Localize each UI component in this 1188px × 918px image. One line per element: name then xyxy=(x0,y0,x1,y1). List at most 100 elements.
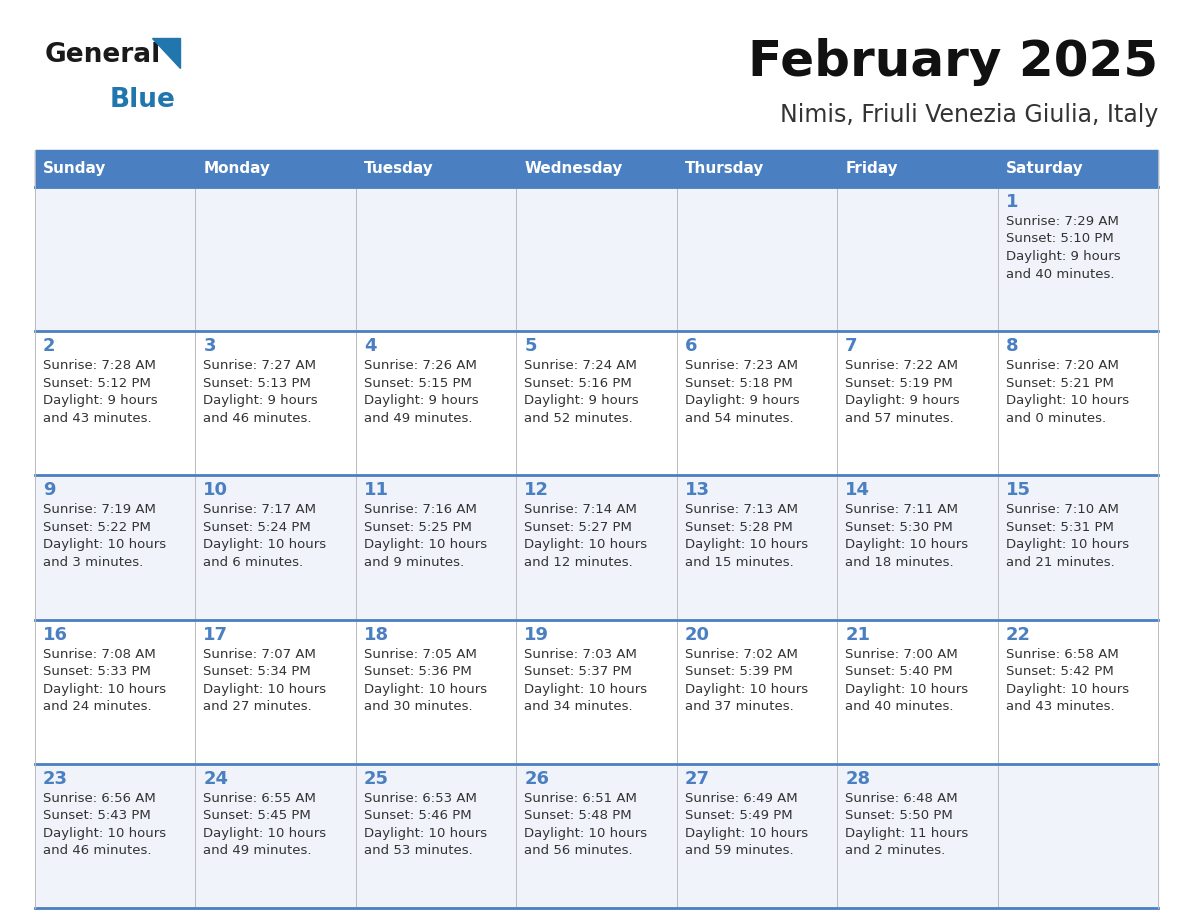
Text: Sunrise: 7:02 AM: Sunrise: 7:02 AM xyxy=(684,647,797,661)
Text: 12: 12 xyxy=(524,481,549,499)
Text: Sunset: 5:15 PM: Sunset: 5:15 PM xyxy=(364,376,472,390)
Text: Monday: Monday xyxy=(203,161,271,176)
Text: Sunrise: 7:11 AM: Sunrise: 7:11 AM xyxy=(845,503,959,517)
Text: Sunrise: 6:49 AM: Sunrise: 6:49 AM xyxy=(684,792,797,805)
Text: Sunrise: 7:00 AM: Sunrise: 7:00 AM xyxy=(845,647,958,661)
Bar xyxy=(34,476,1158,620)
Text: Sunrise: 7:16 AM: Sunrise: 7:16 AM xyxy=(364,503,476,517)
Text: 1: 1 xyxy=(1005,193,1018,211)
Text: and 40 minutes.: and 40 minutes. xyxy=(845,700,954,713)
Text: Daylight: 10 hours: Daylight: 10 hours xyxy=(364,538,487,552)
Text: Wednesday: Wednesday xyxy=(524,161,623,176)
Text: Sunrise: 7:23 AM: Sunrise: 7:23 AM xyxy=(684,359,797,372)
Text: Sunrise: 7:17 AM: Sunrise: 7:17 AM xyxy=(203,503,316,517)
Text: Sunset: 5:30 PM: Sunset: 5:30 PM xyxy=(845,521,953,534)
Text: and 40 minutes.: and 40 minutes. xyxy=(1005,267,1114,281)
Text: and 6 minutes.: and 6 minutes. xyxy=(203,556,304,569)
Text: Sunset: 5:24 PM: Sunset: 5:24 PM xyxy=(203,521,311,534)
Text: and 12 minutes.: and 12 minutes. xyxy=(524,556,633,569)
Text: Daylight: 9 hours: Daylight: 9 hours xyxy=(1005,250,1120,263)
Text: Daylight: 9 hours: Daylight: 9 hours xyxy=(845,394,960,408)
Text: Sunset: 5:36 PM: Sunset: 5:36 PM xyxy=(364,666,472,678)
Text: Daylight: 10 hours: Daylight: 10 hours xyxy=(43,538,166,552)
Text: Daylight: 9 hours: Daylight: 9 hours xyxy=(364,394,479,408)
Text: and 56 minutes.: and 56 minutes. xyxy=(524,845,633,857)
Text: Sunrise: 7:07 AM: Sunrise: 7:07 AM xyxy=(203,647,316,661)
Text: Sunrise: 7:26 AM: Sunrise: 7:26 AM xyxy=(364,359,476,372)
Text: Sunset: 5:37 PM: Sunset: 5:37 PM xyxy=(524,666,632,678)
Text: Daylight: 10 hours: Daylight: 10 hours xyxy=(364,683,487,696)
Text: Sunset: 5:48 PM: Sunset: 5:48 PM xyxy=(524,810,632,823)
Text: and 52 minutes.: and 52 minutes. xyxy=(524,411,633,425)
Text: and 34 minutes.: and 34 minutes. xyxy=(524,700,633,713)
Text: Daylight: 10 hours: Daylight: 10 hours xyxy=(43,683,166,696)
Text: Sunset: 5:16 PM: Sunset: 5:16 PM xyxy=(524,376,632,390)
Text: Sunset: 5:28 PM: Sunset: 5:28 PM xyxy=(684,521,792,534)
Text: February 2025: February 2025 xyxy=(748,38,1158,86)
Text: Sunset: 5:27 PM: Sunset: 5:27 PM xyxy=(524,521,632,534)
Text: Sunrise: 6:51 AM: Sunrise: 6:51 AM xyxy=(524,792,637,805)
Text: Daylight: 10 hours: Daylight: 10 hours xyxy=(43,827,166,840)
Text: and 37 minutes.: and 37 minutes. xyxy=(684,700,794,713)
Text: and 49 minutes.: and 49 minutes. xyxy=(203,845,312,857)
Text: Daylight: 10 hours: Daylight: 10 hours xyxy=(524,827,647,840)
Text: and 27 minutes.: and 27 minutes. xyxy=(203,700,312,713)
Text: Sunset: 5:10 PM: Sunset: 5:10 PM xyxy=(1005,232,1113,245)
Bar xyxy=(34,150,1158,187)
Text: Sunset: 5:21 PM: Sunset: 5:21 PM xyxy=(1005,376,1113,390)
Text: and 9 minutes.: and 9 minutes. xyxy=(364,556,465,569)
Text: 5: 5 xyxy=(524,337,537,355)
Text: 27: 27 xyxy=(684,770,709,788)
Text: 28: 28 xyxy=(845,770,871,788)
Text: and 0 minutes.: and 0 minutes. xyxy=(1005,411,1106,425)
Text: Sunset: 5:12 PM: Sunset: 5:12 PM xyxy=(43,376,151,390)
Text: Sunrise: 7:08 AM: Sunrise: 7:08 AM xyxy=(43,647,156,661)
Text: 14: 14 xyxy=(845,481,870,499)
Text: and 43 minutes.: and 43 minutes. xyxy=(1005,700,1114,713)
Text: Sunset: 5:40 PM: Sunset: 5:40 PM xyxy=(845,666,953,678)
Text: Daylight: 9 hours: Daylight: 9 hours xyxy=(43,394,158,408)
Text: Sunrise: 6:55 AM: Sunrise: 6:55 AM xyxy=(203,792,316,805)
Text: 22: 22 xyxy=(1005,625,1030,644)
Text: Daylight: 10 hours: Daylight: 10 hours xyxy=(845,538,968,552)
Text: Sunset: 5:42 PM: Sunset: 5:42 PM xyxy=(1005,666,1113,678)
Text: 15: 15 xyxy=(1005,481,1030,499)
Text: 24: 24 xyxy=(203,770,228,788)
Text: Sunrise: 6:56 AM: Sunrise: 6:56 AM xyxy=(43,792,156,805)
Text: 4: 4 xyxy=(364,337,377,355)
Text: Sunrise: 7:19 AM: Sunrise: 7:19 AM xyxy=(43,503,156,517)
Text: Sunrise: 7:22 AM: Sunrise: 7:22 AM xyxy=(845,359,959,372)
Text: Daylight: 9 hours: Daylight: 9 hours xyxy=(684,394,800,408)
Text: and 15 minutes.: and 15 minutes. xyxy=(684,556,794,569)
Text: Sunrise: 6:58 AM: Sunrise: 6:58 AM xyxy=(1005,647,1118,661)
Text: Sunset: 5:33 PM: Sunset: 5:33 PM xyxy=(43,666,151,678)
Text: Sunrise: 7:28 AM: Sunrise: 7:28 AM xyxy=(43,359,156,372)
Text: Sunset: 5:50 PM: Sunset: 5:50 PM xyxy=(845,810,953,823)
Text: 3: 3 xyxy=(203,337,216,355)
Text: Daylight: 10 hours: Daylight: 10 hours xyxy=(845,683,968,696)
Text: Daylight: 10 hours: Daylight: 10 hours xyxy=(524,538,647,552)
Text: Nimis, Friuli Venezia Giulia, Italy: Nimis, Friuli Venezia Giulia, Italy xyxy=(779,103,1158,127)
Text: 19: 19 xyxy=(524,625,549,644)
Text: and 21 minutes.: and 21 minutes. xyxy=(1005,556,1114,569)
Text: Sunrise: 6:53 AM: Sunrise: 6:53 AM xyxy=(364,792,476,805)
Text: Sunrise: 7:14 AM: Sunrise: 7:14 AM xyxy=(524,503,637,517)
Text: 6: 6 xyxy=(684,337,697,355)
Text: 23: 23 xyxy=(43,770,68,788)
Text: Daylight: 10 hours: Daylight: 10 hours xyxy=(203,683,327,696)
Text: 9: 9 xyxy=(43,481,56,499)
Text: Saturday: Saturday xyxy=(1005,161,1083,176)
Text: Daylight: 10 hours: Daylight: 10 hours xyxy=(203,538,327,552)
Text: Daylight: 10 hours: Daylight: 10 hours xyxy=(684,683,808,696)
Text: Sunset: 5:19 PM: Sunset: 5:19 PM xyxy=(845,376,953,390)
Text: and 49 minutes.: and 49 minutes. xyxy=(364,411,473,425)
Text: Daylight: 10 hours: Daylight: 10 hours xyxy=(524,683,647,696)
Text: Friday: Friday xyxy=(845,161,898,176)
Text: Daylight: 10 hours: Daylight: 10 hours xyxy=(203,827,327,840)
Text: 10: 10 xyxy=(203,481,228,499)
Text: Tuesday: Tuesday xyxy=(364,161,434,176)
Text: Sunset: 5:43 PM: Sunset: 5:43 PM xyxy=(43,810,151,823)
Text: Sunset: 5:22 PM: Sunset: 5:22 PM xyxy=(43,521,151,534)
Text: Daylight: 11 hours: Daylight: 11 hours xyxy=(845,827,968,840)
Text: 11: 11 xyxy=(364,481,388,499)
